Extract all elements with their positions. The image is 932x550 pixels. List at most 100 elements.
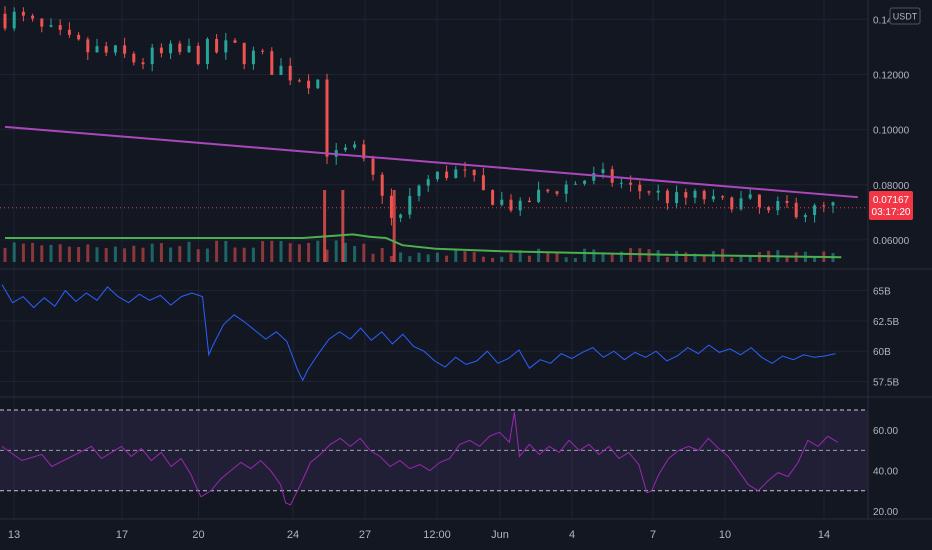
candle-body [224,40,228,53]
obv-tick-label: 60B [873,347,891,358]
volume-bar [12,242,16,262]
rsi-pane[interactable] [0,409,868,506]
candle-body [675,192,679,204]
rsi-tick-label: 60.00 [873,426,898,437]
candle-body [445,171,449,179]
price-tick-label: 0.06000 [873,236,910,247]
volume-bar [371,253,375,262]
volume-bar [426,254,430,262]
price-pane[interactable] [0,0,868,519]
candle-body [270,51,274,75]
time-axis[interactable]: 13 17 20 24 27 12:00 Jun 4 7 10 14 [8,529,830,541]
volume-bar [288,243,292,262]
volume-bar [693,253,697,262]
currency-badge[interactable]: USDT [889,7,921,25]
candle-body [113,45,117,53]
candle-body [629,182,633,185]
volume-bar [445,255,449,262]
obv-tick-label: 57.5B [873,378,899,389]
obv-tick-label: 65B [873,287,891,298]
candle-body [389,195,393,218]
volume-bar [389,256,393,262]
candle-body [822,205,826,207]
candle-body [767,207,771,211]
candle-body [104,46,108,53]
candle-body [748,194,752,199]
candle-body [362,144,366,159]
volume-bar [3,247,7,262]
volume-bar [592,249,596,262]
volume-bar [31,242,35,262]
volume-bar [813,257,817,262]
price-tick-label: 0.10000 [873,126,910,137]
candle-body [49,25,53,27]
volume-bar [178,246,182,262]
currency-label: USDT [893,12,918,22]
candle-body [564,184,568,194]
candle-body [693,190,697,198]
candle-body [159,47,163,54]
volume-bar [325,249,329,262]
volume-bar [472,251,476,262]
trendline[interactable] [4,125,858,199]
candle-body [730,197,734,210]
time-tick-label: 13 [8,529,20,541]
rsi-tick-label: 20.00 [873,507,898,518]
time-tick-label: 17 [116,529,128,541]
candle-body [31,15,35,19]
volume-bar [665,256,669,262]
volume-bar [86,244,90,262]
volume-bar [123,248,127,262]
obv-pane[interactable] [0,284,868,383]
candle-body [178,43,182,53]
volume-bar [316,240,320,262]
candle-body [803,215,807,218]
volume-bar [711,251,715,262]
candle-body [21,11,25,16]
volume-bar [307,242,311,262]
price-axis[interactable]: 0.140000.120000.100000.080000.0600065B62… [873,15,910,518]
candle-body [472,169,476,176]
volume-spike-bar [323,190,327,262]
volume-bar [353,245,357,262]
candle-body [435,171,439,180]
candle-body [261,50,265,52]
volume-bar [785,256,789,262]
volume-bar [675,250,679,262]
candle-body [518,200,522,211]
time-tick-label: 24 [287,529,299,541]
candle-body [371,158,375,175]
volume-bar [500,256,504,262]
candle-body [86,39,90,53]
candle-body [205,38,209,65]
volume-bar [261,241,265,262]
candle-body [40,18,44,27]
candle-body [233,40,237,43]
volume-bar [647,249,651,262]
time-tick-label: 10 [719,529,731,541]
price-tick-label: 0.12000 [873,70,910,81]
candle-body [831,202,835,206]
candle-body [132,53,136,63]
candle-body [592,172,596,181]
candle-body [647,191,651,193]
volume-bar [58,244,62,262]
candle-body [555,191,559,194]
volume-bar [527,255,531,262]
volume-bar [380,248,384,262]
candle-body [169,43,173,54]
candle-body [12,11,16,29]
candle-body [527,200,531,202]
volume-bar [518,250,522,262]
volume-bars [3,190,835,262]
candle-body [711,196,715,200]
volume-bar [702,255,706,262]
volume-bar [159,243,163,262]
candle-countdown: 03:17:20 [872,207,911,218]
candle-body [123,45,127,54]
volume-bar [49,244,53,262]
candlesticks [3,6,835,226]
volume-bar [619,251,623,262]
volume-bar [546,251,550,262]
